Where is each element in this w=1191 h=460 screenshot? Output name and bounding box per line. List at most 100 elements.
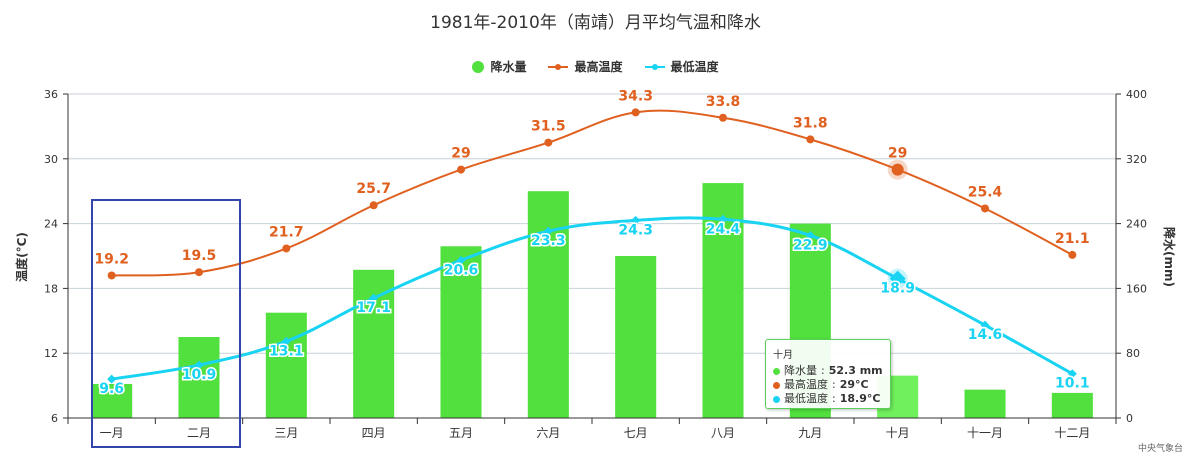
high-temp-label: 25.4 [968, 184, 1003, 200]
x-tick-label: 三月 [274, 426, 298, 440]
low-temp-point [980, 320, 990, 330]
high-temp-label: 34.3 [618, 88, 653, 104]
tooltip-row-high: 最高温度: 29°C [773, 378, 883, 392]
high-temp-label: 19.2 [94, 251, 129, 267]
high-temp-label: 31.5 [531, 119, 566, 135]
x-tick-label: 四月 [362, 426, 386, 440]
low-temp-label: 13.1 [269, 343, 304, 359]
high-temp-point [891, 163, 904, 176]
legend-label-precip: 降水量 [490, 60, 527, 74]
precip-bar [527, 191, 569, 418]
high-temp-line [111, 109, 1073, 277]
low-temp-point [543, 226, 553, 236]
high-temp-label: 29 [451, 146, 470, 162]
tooltip-sep: : [832, 378, 836, 391]
y-left-tick-label: 30 [44, 153, 58, 166]
high-temp-label: 21.1 [1055, 231, 1090, 247]
tooltip-label-high: 最高温度 [784, 378, 828, 391]
tooltip-sep: : [821, 364, 825, 377]
x-tick-label: 六月 [536, 426, 560, 440]
tooltip-title: 十月 [773, 350, 793, 361]
legend-item-low[interactable]: 最低温度 [644, 58, 719, 75]
high-temp-point [282, 244, 291, 253]
x-tick-label: 十月 [886, 426, 910, 440]
y-left-tick-label: 18 [44, 282, 58, 295]
tooltip-value-high: 29°C [839, 378, 869, 391]
y-right-tick-label: 80 [1126, 347, 1140, 360]
high-temp-label: 19.5 [182, 248, 217, 264]
low-temp-label: 24.4 [706, 221, 741, 237]
tooltip: 十月 降水量: 52.3 mm 最高温度: 29°C 最低温度: 18.9°C [765, 339, 891, 409]
x-tick-label: 十一月 [967, 426, 1003, 440]
precip-bar [440, 246, 482, 418]
precip-bar [615, 256, 657, 418]
x-tick-label: 一月 [100, 426, 124, 440]
legend-label-high: 最高温度 [574, 60, 623, 74]
high-temp-label: 29 [888, 146, 907, 162]
legend-swatch-precip [472, 60, 485, 73]
legend: 降水量 最高温度 最低温度 [0, 58, 1191, 75]
high-temp-label: 25.7 [356, 181, 391, 197]
tooltip-dot-high [773, 381, 780, 389]
data-labels: 19.2 19.5 21.7 25.7 29 31.5 34.3 33.8 31.8 29 25.4… [94, 88, 1091, 398]
temperature-lines [107, 108, 1077, 384]
tooltip-value-precip: 52.3 mm [828, 364, 883, 377]
low-temp-point [281, 336, 291, 346]
axes: 6 12 18 24 30 36 0 80 160 240 320 400 一月 二月 三月 四月 五月 六月 七月… [44, 88, 1147, 440]
high-temp-point [107, 271, 116, 280]
y-right-tick-label: 240 [1126, 218, 1147, 231]
y-left-tick-label: 36 [44, 88, 58, 101]
high-temp-point [1068, 250, 1077, 259]
high-temp-point [631, 108, 640, 117]
high-temp-point [369, 201, 378, 210]
tooltip-sep: : [832, 392, 836, 405]
y-left-tick-label: 24 [44, 218, 58, 231]
high-temp-label: 31.8 [793, 115, 828, 131]
low-temp-point [631, 215, 641, 225]
chart-title: 1981年-2010年（南靖）月平均气温和降水 [430, 13, 761, 33]
high-temp-point [544, 138, 553, 147]
tooltip-row-precip: 降水量: 52.3 mm [773, 364, 883, 378]
tooltip-row-low: 最低温度: 18.9°C [773, 392, 883, 406]
x-tick-label: 二月 [187, 426, 211, 440]
low-temp-line [111, 216, 1074, 381]
precip-bar [178, 337, 220, 418]
low-temp-label: 17.1 [356, 300, 391, 316]
low-temp-label: 9.6 [99, 381, 124, 397]
y-right-tick-label: 400 [1126, 88, 1147, 101]
credit-text[interactable]: 中央气象台 [1137, 444, 1183, 454]
low-temp-point [1067, 369, 1077, 379]
low-temp-label: 24.3 [618, 222, 653, 238]
low-temp-label: 23.3 [531, 233, 566, 249]
precip-bar [91, 383, 133, 418]
tooltip-label-low: 最低温度 [784, 392, 828, 405]
high-temp-point [719, 113, 727, 122]
legend-swatch-low [644, 61, 665, 73]
low-temp-point [107, 374, 117, 384]
tooltip-dot-low [773, 395, 780, 403]
high-temp-point [195, 268, 203, 277]
y-left-axis-title: 温度(°C) [14, 232, 29, 282]
tooltip-label-precip: 降水量 [784, 364, 817, 377]
x-tick-label: 十二月 [1054, 426, 1090, 440]
y-right-tick-label: 320 [1126, 153, 1147, 166]
x-tick-label: 七月 [624, 426, 648, 440]
low-temp-label: 14.6 [968, 327, 1003, 343]
precip-bar [265, 312, 307, 418]
tooltip-value-low: 18.9°C [839, 392, 881, 405]
y-right-tick-label: 160 [1126, 282, 1147, 295]
legend-item-high[interactable]: 最高温度 [548, 58, 623, 75]
y-right-axis-title: 降水(mm) [1162, 227, 1177, 287]
x-tick-label: 九月 [798, 426, 822, 440]
low-temp-label: 10.9 [182, 367, 217, 383]
legend-label-low: 最低温度 [670, 60, 719, 74]
low-temp-point [194, 360, 204, 370]
low-temp-point [889, 270, 906, 287]
x-tick-label: 五月 [449, 426, 473, 440]
high-temp-label: 33.8 [706, 94, 741, 110]
x-tick-label: 八月 [711, 426, 735, 440]
low-temp-label: 10.1 [1055, 376, 1090, 392]
high-temp-point [981, 204, 989, 213]
legend-item-precip[interactable]: 降水量 [472, 58, 526, 75]
y-left-tick-label: 6 [51, 412, 58, 425]
